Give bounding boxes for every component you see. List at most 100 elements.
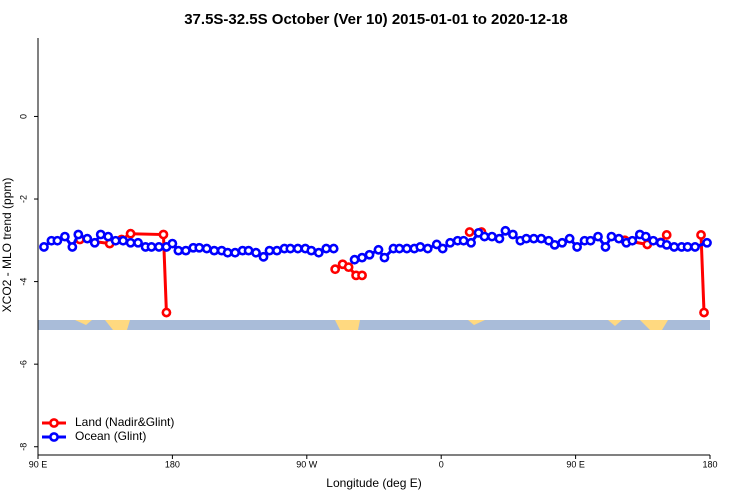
series-line xyxy=(699,234,706,313)
point xyxy=(437,243,448,254)
point xyxy=(222,247,233,258)
point xyxy=(564,233,575,244)
point xyxy=(264,245,275,256)
x-tick-label: 180 xyxy=(702,459,717,469)
point xyxy=(272,245,282,256)
point xyxy=(349,254,360,265)
legend-label: Land (Nadir&Glint) xyxy=(75,415,174,429)
point xyxy=(507,229,518,240)
point xyxy=(306,245,317,256)
y-tick-label: -8 xyxy=(18,443,28,451)
point xyxy=(702,237,712,248)
y-tick-label: 0 xyxy=(18,114,28,119)
point xyxy=(699,307,709,318)
point xyxy=(201,243,212,254)
point xyxy=(373,244,384,255)
point xyxy=(328,243,339,254)
point xyxy=(521,233,532,244)
point xyxy=(494,233,505,244)
point xyxy=(606,231,617,242)
point xyxy=(95,229,106,240)
point xyxy=(251,247,261,258)
point xyxy=(364,249,375,260)
point xyxy=(466,237,476,248)
map-strip xyxy=(38,320,710,330)
point xyxy=(394,243,405,254)
point xyxy=(110,235,121,246)
point xyxy=(357,270,367,281)
point xyxy=(180,245,191,256)
point xyxy=(627,235,638,246)
x-tick-label: 0 xyxy=(439,459,444,469)
point xyxy=(158,229,169,240)
point xyxy=(52,235,63,246)
point xyxy=(422,243,433,254)
point xyxy=(669,242,680,252)
point xyxy=(321,243,332,254)
point xyxy=(464,227,475,237)
x-axis-label: Longitude (deg E) xyxy=(326,476,421,490)
point xyxy=(292,243,303,254)
point xyxy=(401,243,412,254)
y-axis-label: XCO2 - MLO trend (ppm) xyxy=(0,178,14,313)
point xyxy=(59,231,70,242)
point xyxy=(89,237,100,248)
point xyxy=(572,242,582,252)
point xyxy=(585,235,596,246)
point xyxy=(133,237,143,248)
point xyxy=(557,237,568,248)
point xyxy=(593,231,603,242)
point xyxy=(146,242,157,252)
point xyxy=(103,231,114,242)
y-tick-label: -4 xyxy=(18,278,28,286)
point xyxy=(285,243,296,254)
point xyxy=(230,247,241,258)
point xyxy=(154,242,164,252)
y-tick-label: -2 xyxy=(18,195,28,203)
point xyxy=(39,242,49,252)
point xyxy=(479,231,490,242)
point xyxy=(313,247,324,258)
point xyxy=(73,229,84,240)
point xyxy=(458,235,469,246)
point xyxy=(82,233,93,244)
point xyxy=(661,230,672,240)
point xyxy=(209,245,220,256)
point xyxy=(243,245,254,256)
point xyxy=(330,264,341,275)
y-tick-label: -6 xyxy=(18,360,28,368)
point xyxy=(67,242,78,252)
point xyxy=(600,242,611,252)
point xyxy=(415,242,426,252)
point xyxy=(161,307,172,318)
x-tick-label: 90 E xyxy=(566,459,585,469)
series xyxy=(39,225,712,265)
point xyxy=(258,251,269,262)
x-tick-label: 90 E xyxy=(29,459,48,469)
point xyxy=(614,233,624,244)
legend-marker xyxy=(49,418,59,428)
point xyxy=(379,252,390,263)
point xyxy=(690,242,700,252)
point xyxy=(194,242,205,253)
point xyxy=(173,245,184,256)
point xyxy=(640,231,651,242)
point xyxy=(696,230,706,240)
point xyxy=(549,239,560,250)
legend-label: Ocean (Glint) xyxy=(75,429,146,443)
point xyxy=(118,235,129,246)
point xyxy=(536,233,547,244)
x-tick-label: 180 xyxy=(165,459,180,469)
point xyxy=(661,239,672,250)
point xyxy=(167,238,178,249)
legend-marker xyxy=(49,432,59,442)
x-tick-label: 90 W xyxy=(296,459,318,469)
chart-title: 37.5S-32.5S October (Ver 10) 2015-01-01 … xyxy=(184,11,568,28)
point xyxy=(500,225,511,236)
point xyxy=(648,235,659,246)
point xyxy=(487,231,497,242)
point xyxy=(445,237,456,248)
point xyxy=(125,237,136,248)
point xyxy=(682,242,693,252)
